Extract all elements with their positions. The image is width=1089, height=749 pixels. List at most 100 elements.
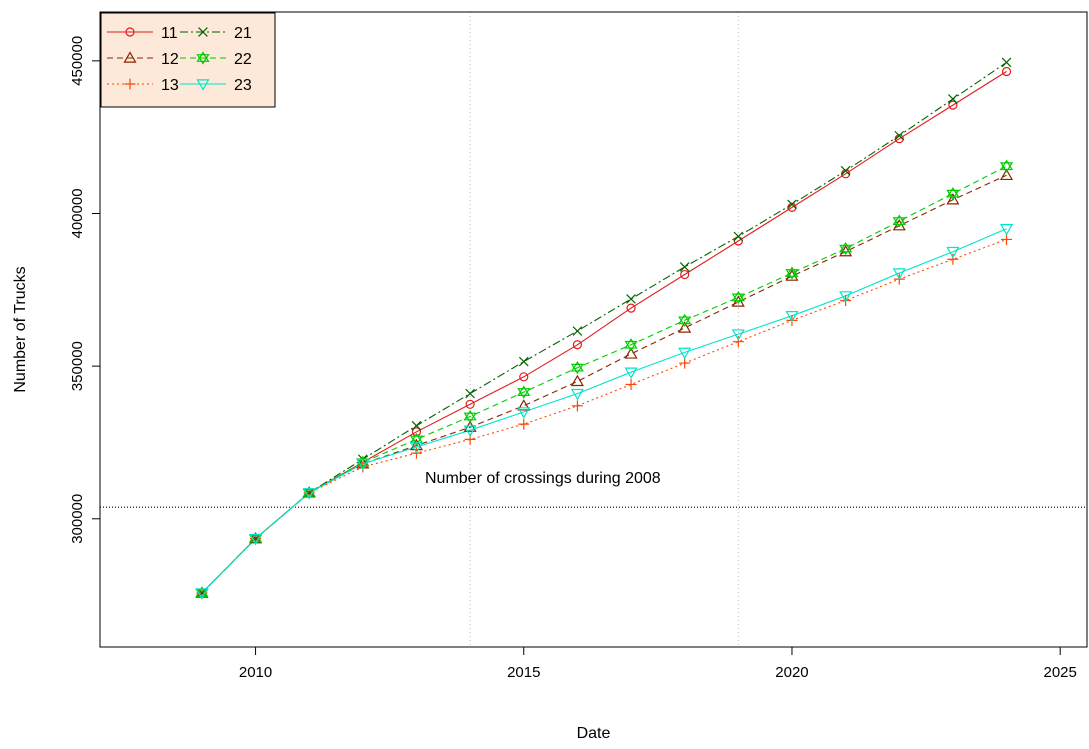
data-point-13-2023 bbox=[947, 253, 959, 265]
data-point-23-2010 bbox=[249, 533, 263, 546]
data-point-12-2018 bbox=[678, 321, 692, 333]
data-point-23-2022 bbox=[892, 268, 906, 280]
x-tick-label-2010: 2010 bbox=[239, 664, 272, 681]
data-point-12-2023 bbox=[946, 193, 960, 205]
data-point-22-2022 bbox=[892, 214, 906, 228]
plot-border bbox=[99, 11, 1088, 648]
data-point-23-2024 bbox=[1000, 224, 1014, 236]
data-point-23-2009 bbox=[195, 588, 209, 600]
data-point-22-2015 bbox=[517, 385, 531, 399]
data-point-11-2018 bbox=[680, 269, 690, 280]
data-point-11-2017 bbox=[626, 303, 636, 313]
data-point-23-2014 bbox=[463, 425, 477, 437]
legend-label-22: 22 bbox=[234, 51, 252, 68]
data-point-13-2018 bbox=[679, 357, 691, 369]
data-point-22-2014 bbox=[463, 409, 477, 424]
data-point-11-2016 bbox=[572, 340, 583, 350]
data-point-21-2017 bbox=[626, 294, 636, 304]
y-tick-label-300000: 300000 bbox=[69, 494, 86, 544]
data-point-13-2024 bbox=[1001, 233, 1013, 245]
data-point-11-2023 bbox=[948, 100, 958, 110]
y-axis-title: Number of Trucks bbox=[12, 266, 29, 392]
series-line-22 bbox=[201, 165, 1007, 594]
data-point-21-2014 bbox=[465, 388, 475, 399]
data-point-23-2017 bbox=[624, 367, 638, 379]
y-tick-label-450000: 450000 bbox=[69, 36, 86, 86]
data-point-23-2013 bbox=[409, 442, 424, 454]
x-axis-title: Date bbox=[577, 725, 611, 742]
data-point-22-2017 bbox=[624, 338, 638, 352]
data-point-12-2016 bbox=[570, 374, 584, 387]
data-point-22-2021 bbox=[839, 241, 853, 256]
reference-lines bbox=[100, 12, 1087, 647]
data-point-21-2016 bbox=[572, 326, 583, 336]
data-point-11-2021 bbox=[841, 169, 851, 179]
legend: 11 12 13 21 22 23 bbox=[100, 12, 276, 108]
data-point-23-2016 bbox=[570, 388, 584, 401]
axes: 2010 2015 2020 2025 300000 350000 400000 450000 bbox=[69, 36, 1077, 681]
data-point-11-2014 bbox=[465, 399, 475, 409]
data-point-21-2013 bbox=[411, 420, 422, 431]
data-point-23-2023 bbox=[946, 246, 960, 259]
data-point-23-2021 bbox=[839, 291, 853, 303]
data-point-13-2019 bbox=[732, 336, 744, 348]
data-point-12-2020 bbox=[785, 269, 799, 281]
x-tick-label-2025: 2025 bbox=[1043, 664, 1076, 681]
data-point-23-2019 bbox=[731, 329, 745, 341]
legend-marker-12 bbox=[123, 51, 137, 63]
legend-label-12: 12 bbox=[161, 51, 179, 68]
series-line-21 bbox=[201, 61, 1007, 594]
data-point-23-2020 bbox=[785, 311, 799, 323]
data-point-12-2015 bbox=[517, 399, 531, 411]
data-point-11-2015 bbox=[519, 372, 529, 382]
data-point-22-2020 bbox=[785, 266, 799, 280]
data-point-23-2015 bbox=[517, 407, 531, 419]
data-point-21-2021 bbox=[840, 165, 851, 176]
data-point-22-2016 bbox=[570, 361, 584, 375]
data-point-13-2017 bbox=[625, 378, 637, 390]
legend-label-21: 21 bbox=[234, 25, 252, 42]
series-markers bbox=[195, 57, 1014, 600]
series-line-23 bbox=[201, 228, 1007, 594]
data-point-23-2012 bbox=[356, 459, 370, 471]
data-point-22-2024 bbox=[999, 159, 1014, 173]
data-point-21-2015 bbox=[518, 356, 529, 367]
data-point-12-2017 bbox=[624, 347, 638, 359]
data-point-11-2022 bbox=[894, 134, 904, 144]
legend-label-23: 23 bbox=[234, 77, 252, 94]
legend-label-11: 11 bbox=[161, 25, 178, 42]
legend-marker-23 bbox=[196, 79, 210, 91]
legend-marker-13 bbox=[124, 78, 136, 90]
legend-label-13: 13 bbox=[161, 77, 179, 94]
data-point-11-2024 bbox=[1001, 66, 1012, 77]
data-point-23-2018 bbox=[678, 347, 692, 360]
legend-marker-11 bbox=[125, 27, 135, 37]
series-points-22 bbox=[195, 159, 1014, 600]
reference-annotation: Number of crossings during 2008 bbox=[425, 470, 661, 487]
data-point-21-2023 bbox=[948, 94, 958, 104]
data-point-22-2018 bbox=[678, 313, 692, 327]
y-tick-label-350000: 350000 bbox=[69, 341, 86, 391]
legend-box bbox=[100, 12, 276, 108]
data-point-21-2019 bbox=[733, 231, 744, 242]
data-point-12-2024 bbox=[1000, 168, 1014, 181]
legend-marker-21 bbox=[198, 27, 208, 37]
y-tick-label-400000: 400000 bbox=[69, 188, 86, 238]
data-point-21-2018 bbox=[679, 262, 690, 272]
data-point-13-2015 bbox=[518, 418, 530, 430]
data-point-23-2011 bbox=[302, 488, 316, 500]
data-point-13-2016 bbox=[571, 400, 583, 412]
data-point-21-2022 bbox=[894, 130, 905, 141]
series-line-11 bbox=[201, 71, 1007, 594]
data-point-12-2021 bbox=[839, 244, 853, 257]
x-tick-label-2015: 2015 bbox=[507, 664, 540, 681]
data-point-21-2024 bbox=[1001, 57, 1012, 68]
data-point-11-2020 bbox=[787, 202, 797, 212]
data-point-21-2020 bbox=[787, 199, 797, 210]
series-line-12 bbox=[201, 174, 1007, 594]
legend-marker-22 bbox=[196, 51, 210, 65]
series-line-13 bbox=[201, 238, 1007, 594]
